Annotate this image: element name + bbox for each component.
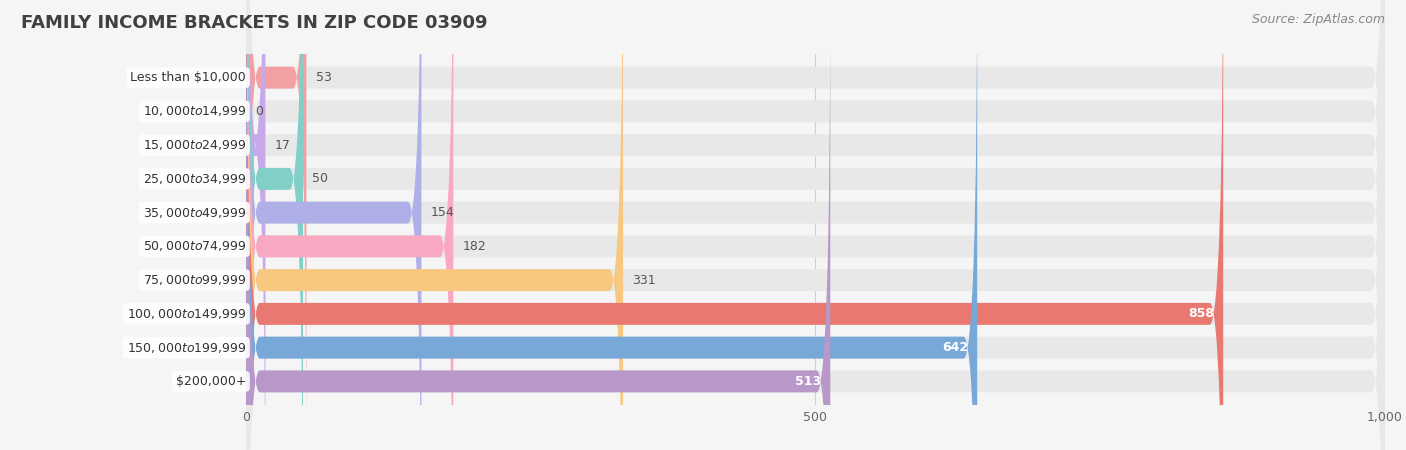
Text: 182: 182 bbox=[463, 240, 486, 253]
FancyBboxPatch shape bbox=[246, 0, 453, 450]
FancyBboxPatch shape bbox=[246, 0, 1385, 450]
Text: $10,000 to $14,999: $10,000 to $14,999 bbox=[142, 104, 246, 118]
Text: FAMILY INCOME BRACKETS IN ZIP CODE 03909: FAMILY INCOME BRACKETS IN ZIP CODE 03909 bbox=[21, 14, 488, 32]
FancyBboxPatch shape bbox=[246, 0, 307, 450]
FancyBboxPatch shape bbox=[246, 0, 422, 450]
Text: $75,000 to $99,999: $75,000 to $99,999 bbox=[142, 273, 246, 287]
Text: 154: 154 bbox=[430, 206, 454, 219]
FancyBboxPatch shape bbox=[246, 0, 1385, 450]
Text: 17: 17 bbox=[274, 139, 291, 152]
FancyBboxPatch shape bbox=[246, 0, 266, 450]
FancyBboxPatch shape bbox=[246, 0, 304, 450]
FancyBboxPatch shape bbox=[246, 0, 1385, 450]
FancyBboxPatch shape bbox=[246, 0, 1385, 450]
FancyBboxPatch shape bbox=[246, 0, 1385, 450]
FancyBboxPatch shape bbox=[246, 0, 623, 450]
Text: $200,000+: $200,000+ bbox=[176, 375, 246, 388]
FancyBboxPatch shape bbox=[246, 0, 1385, 450]
Text: 858: 858 bbox=[1188, 307, 1215, 320]
FancyBboxPatch shape bbox=[246, 0, 1385, 450]
Text: $50,000 to $74,999: $50,000 to $74,999 bbox=[142, 239, 246, 253]
Text: $25,000 to $34,999: $25,000 to $34,999 bbox=[142, 172, 246, 186]
FancyBboxPatch shape bbox=[246, 0, 831, 450]
FancyBboxPatch shape bbox=[246, 0, 977, 450]
Text: $35,000 to $49,999: $35,000 to $49,999 bbox=[142, 206, 246, 220]
FancyBboxPatch shape bbox=[246, 0, 1223, 450]
Text: 642: 642 bbox=[942, 341, 969, 354]
Text: 50: 50 bbox=[312, 172, 328, 185]
FancyBboxPatch shape bbox=[246, 0, 1385, 450]
FancyBboxPatch shape bbox=[246, 0, 1385, 450]
Text: $150,000 to $199,999: $150,000 to $199,999 bbox=[127, 341, 246, 355]
FancyBboxPatch shape bbox=[246, 0, 1385, 450]
Text: 0: 0 bbox=[254, 105, 263, 118]
Text: 53: 53 bbox=[315, 71, 332, 84]
Text: Less than $10,000: Less than $10,000 bbox=[131, 71, 246, 84]
Text: $100,000 to $149,999: $100,000 to $149,999 bbox=[127, 307, 246, 321]
Text: 331: 331 bbox=[633, 274, 655, 287]
Text: $15,000 to $24,999: $15,000 to $24,999 bbox=[142, 138, 246, 152]
Text: 513: 513 bbox=[794, 375, 821, 388]
Text: Source: ZipAtlas.com: Source: ZipAtlas.com bbox=[1251, 14, 1385, 27]
